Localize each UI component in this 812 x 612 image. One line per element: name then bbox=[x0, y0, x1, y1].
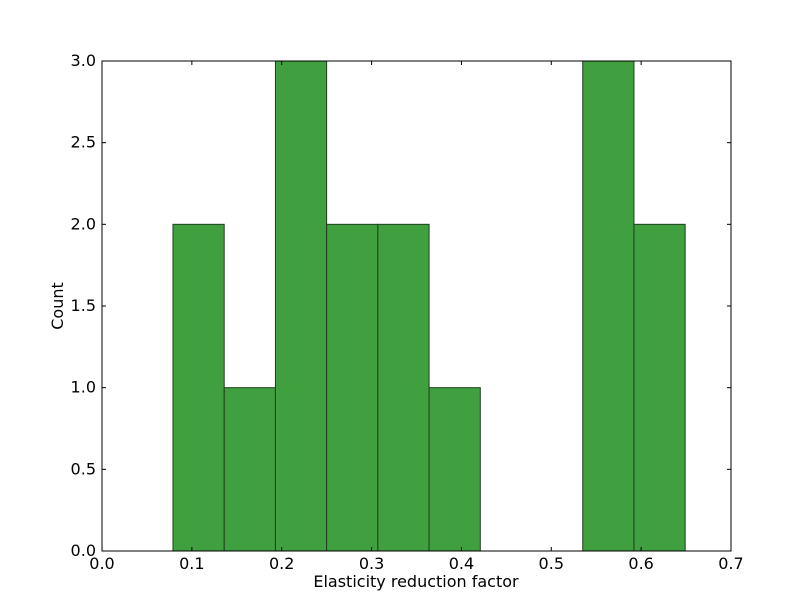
y-tick-label: 2.5 bbox=[71, 133, 96, 152]
y-tick-label: 3.0 bbox=[71, 51, 96, 70]
histogram-bar bbox=[633, 223, 686, 552]
x-tick-label: 0.3 bbox=[359, 554, 384, 573]
tick-labels-group: 0.0 0.1 0.2 0.3 0.4 0.5 0.6 0.7 0.0 0.5 1.0 1.5 2.0 2… bbox=[71, 51, 744, 573]
x-tick-label: 0.1 bbox=[179, 554, 204, 573]
histogram-bar bbox=[223, 387, 276, 552]
y-tick-label: 1.5 bbox=[71, 296, 96, 315]
histogram-bar bbox=[172, 223, 225, 552]
x-tick-label: 0.5 bbox=[539, 554, 564, 573]
histogram-bar bbox=[326, 223, 379, 552]
x-axis-label: Elasticity reduction factor bbox=[313, 572, 519, 591]
x-tick-label: 0.0 bbox=[89, 554, 114, 573]
y-tick-label: 2.0 bbox=[71, 214, 96, 233]
plot-frame bbox=[101, 60, 732, 552]
y-tick-label: 0.5 bbox=[71, 459, 96, 478]
bars-group bbox=[172, 60, 686, 552]
y-tick-label: 1.0 bbox=[71, 378, 96, 397]
histogram-bar bbox=[377, 223, 430, 552]
histogram-bar bbox=[274, 60, 328, 552]
y-tick-label: 0.0 bbox=[71, 541, 96, 560]
histogram-bar bbox=[428, 387, 481, 552]
x-tick-label: 0.7 bbox=[718, 554, 743, 573]
x-tick-label: 0.4 bbox=[449, 554, 474, 573]
x-tick-label: 0.2 bbox=[269, 554, 294, 573]
histogram-bar bbox=[582, 60, 635, 552]
x-tick-label: 0.6 bbox=[628, 554, 653, 573]
y-axis-label: Count bbox=[48, 282, 67, 330]
